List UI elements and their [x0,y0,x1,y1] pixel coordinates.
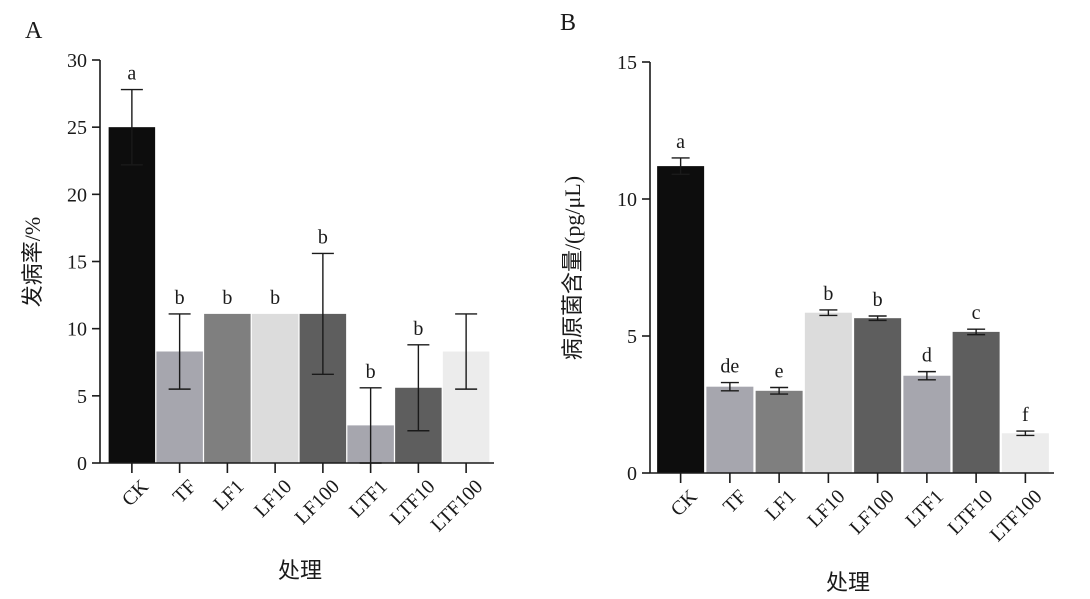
y-axis-title: 发病率/% [20,217,45,307]
x-tick-label: LF100 [291,476,344,529]
bar-lf1 [204,313,251,463]
y-tick-label: 5 [77,386,87,408]
y-tick-label: 10 [67,319,87,341]
x-tick-label: TF [169,476,201,508]
significance-label: b [366,361,376,383]
bar-ltf100 [1001,433,1049,473]
significance-label: c [972,302,981,324]
y-axis-title: 病原菌含量/(pg/μL) [560,176,585,360]
y-tick-label: 5 [627,326,637,348]
x-axis-title: 处理 [826,570,870,595]
y-tick-label: 30 [67,50,87,72]
bar-lf10 [251,313,299,463]
significance-label: b [413,318,423,340]
bar-lf1 [755,390,803,473]
y-tick-label: 0 [627,463,637,485]
bar-ck [108,127,156,464]
x-tick-label: LTF1 [902,486,948,532]
x-tick-label: LF10 [250,476,296,522]
x-tick-label: LTF100 [427,476,488,537]
panel-label: A [25,18,43,44]
bar-ck [657,166,705,473]
x-tick-label: CK [667,485,703,521]
bar-lf100 [854,318,902,473]
significance-label: a [127,63,136,85]
bar-lf10 [804,312,852,473]
x-tick-label: TF [719,486,751,518]
bar-tf [706,386,754,473]
x-tick-label: LF1 [761,486,800,525]
bar-ltf1 [903,375,951,473]
significance-label: d [922,345,932,367]
x-tick-label: LTF1 [345,476,391,522]
significance-label: b [222,287,232,309]
panel-label: B [560,10,576,36]
significance-label: de [720,356,739,378]
significance-label: b [823,283,833,305]
y-tick-label: 20 [67,184,87,206]
significance-label: b [175,287,185,309]
x-tick-label: LTF100 [986,486,1047,547]
y-tick-label: 15 [67,252,87,274]
y-tick-label: 25 [67,117,87,139]
y-tick-label: 0 [77,453,87,475]
significance-label: e [775,361,784,383]
y-tick-label: 10 [617,189,637,211]
significance-label: b [318,226,328,248]
significance-label: a [676,131,685,153]
chart-panel-b: B 0 5 10 15 a CK de TF e LF1 b LF10 b LF100 d LTF1 c LTF10… [560,10,1054,595]
x-tick-label: CK [118,475,154,511]
x-tick-label: LF100 [845,486,898,539]
x-tick-label: LF10 [803,486,849,532]
x-axis-title: 处理 [278,558,322,583]
significance-label: b [873,289,883,311]
x-tick-label: LF1 [209,476,248,515]
chart-panel-a: A 0 5 10 15 20 25 30 a CK b TF b LF1 b LF10 b LF100 b LTF1 b… [20,18,494,583]
bar-ltf10 [952,331,1000,473]
significance-label: b [270,287,280,309]
significance-label: f [1022,404,1029,426]
y-tick-label: 15 [617,52,637,74]
